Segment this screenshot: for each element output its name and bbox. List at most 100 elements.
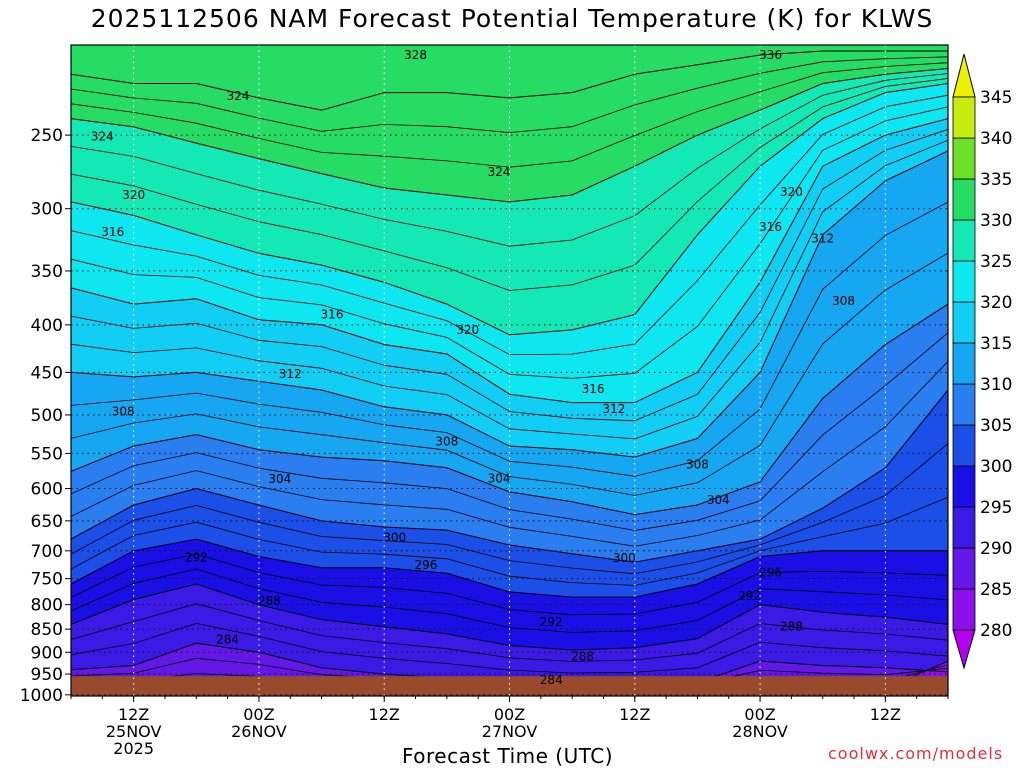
contour-label: 324	[227, 89, 250, 103]
colorbar-label: 315	[980, 334, 1012, 354]
colorbar-swatch	[952, 383, 976, 426]
x-tick-label: 26NOV	[231, 722, 287, 741]
contour-label: 308	[435, 435, 458, 449]
contour-label: 316	[321, 308, 344, 322]
x-tick-label: 12Z	[369, 705, 400, 724]
y-tick-label: 550	[31, 444, 63, 464]
contour-label: 312	[279, 367, 302, 381]
colorbar-label: 320	[980, 293, 1012, 313]
isentrope-minor	[71, 73, 948, 247]
colorbar-swatch	[952, 588, 976, 631]
y-tick-label: 750	[31, 570, 63, 590]
isentrope-310	[71, 150, 948, 458]
isentrope-315	[71, 118, 948, 404]
contour-label: 324	[488, 165, 511, 179]
contour-label: 312	[811, 232, 834, 246]
isentrope-minor	[71, 622, 948, 674]
x-tick-label: 25NOV	[106, 722, 162, 741]
isentrope-300	[71, 389, 948, 563]
contour-label: 304	[268, 472, 291, 486]
colorbar-label: 325	[980, 252, 1012, 272]
contour-label: 292	[540, 615, 563, 629]
contour-label: 304	[488, 471, 511, 485]
colorbar-bottom-arrow-icon	[952, 629, 976, 670]
y-axis: 250 300 350 400 450 500 550 600 650 700 750 800 850 9…	[20, 126, 71, 706]
contour-label: 308	[686, 457, 709, 471]
contour-label: 288	[258, 594, 281, 608]
isentrope-minor	[71, 78, 948, 291]
contour-label: 308	[112, 405, 135, 419]
contour-label: 296	[759, 566, 782, 580]
isentrope-minor	[71, 603, 948, 662]
y-tick-label: 250	[31, 126, 63, 146]
y-tick-label: 450	[31, 363, 63, 383]
contour-label: 284	[216, 632, 239, 646]
isentrope-minor	[71, 361, 948, 547]
isentrope-minor	[71, 56, 948, 134]
y-tick-label: 650	[31, 512, 63, 532]
x-tick-label: 00Z	[494, 705, 525, 724]
colorbar-label: 335	[980, 170, 1012, 190]
x-axis-title: Forecast Time (UTC)	[402, 744, 614, 768]
grid-layer	[71, 45, 948, 696]
chart-title: 2025112506 NAM Forecast Potential Temper…	[90, 4, 934, 33]
x-tick-label: 2025	[113, 739, 154, 758]
colorbar-label: 330	[980, 211, 1012, 231]
colorbar-top-arrow-icon	[952, 53, 976, 98]
x-tick-label: 00Z	[243, 705, 274, 724]
colorbar-swatch	[952, 178, 976, 221]
y-tick-label: 950	[31, 665, 63, 685]
isentrope-325	[71, 68, 948, 203]
colorbar-swatch	[952, 260, 976, 303]
colorbar-swatch	[952, 342, 976, 385]
colorbar-swatch	[952, 465, 976, 508]
surface-layer	[71, 676, 948, 696]
y-tick-label: 500	[31, 406, 63, 426]
x-tick-label: 27NOV	[482, 722, 538, 741]
contour-label: 292	[738, 589, 761, 603]
colorbar-label: 285	[980, 580, 1012, 600]
colorbar-label: 310	[980, 375, 1012, 395]
contour-label: 300	[613, 551, 636, 565]
isentrope-minor	[71, 94, 948, 356]
contour-label: 288	[780, 619, 803, 633]
x-tick-label: 00Z	[744, 705, 775, 724]
y-tick-label: 850	[31, 620, 63, 640]
contour-label: 300	[383, 530, 406, 544]
contour-label: 316	[101, 225, 124, 239]
y-tick-label: 400	[31, 316, 63, 336]
colorbar-swatch	[952, 219, 976, 262]
x-tick-label: 12Z	[619, 705, 650, 724]
colorbar-swatch	[952, 547, 976, 590]
isentrope-295	[71, 538, 948, 598]
contour-label: 308	[832, 294, 855, 308]
isentrope-minor	[71, 129, 948, 422]
colorbar-label: 300	[980, 457, 1012, 477]
isentrope-minor	[71, 201, 948, 477]
colorbar-swatch	[952, 96, 976, 139]
x-tick-label: 28NOV	[732, 722, 788, 741]
contour-label: 324	[91, 130, 114, 144]
y-tick-label: 1000	[20, 686, 63, 706]
colorbar-label: 295	[980, 498, 1012, 518]
colorbar-label: 290	[980, 539, 1012, 559]
contour-label: 292	[185, 551, 208, 565]
contour-label: 316	[582, 382, 605, 396]
isentrope-minor	[71, 139, 948, 440]
colorbar: 280 285 290 295 300 305 310 315 320 325 330 335 340 3…	[952, 53, 1012, 670]
y-tick-label: 900	[31, 643, 63, 663]
colorbar-swatch	[952, 301, 976, 344]
y-tick-label: 350	[31, 262, 63, 282]
theta-fill-layer	[71, 45, 948, 696]
colorbar-swatch	[952, 137, 976, 180]
colorbar-swatch	[952, 424, 976, 467]
colorbar-label: 340	[980, 129, 1012, 149]
isentrope-minor	[71, 553, 948, 616]
isentrope-minor	[71, 568, 948, 633]
x-tick-label: 12Z	[118, 705, 149, 724]
site-credit: coolwx.com/models	[828, 744, 1004, 763]
colorbar-label: 280	[980, 621, 1012, 641]
contour-label: 284	[540, 673, 563, 687]
isentrope-320	[71, 83, 948, 336]
